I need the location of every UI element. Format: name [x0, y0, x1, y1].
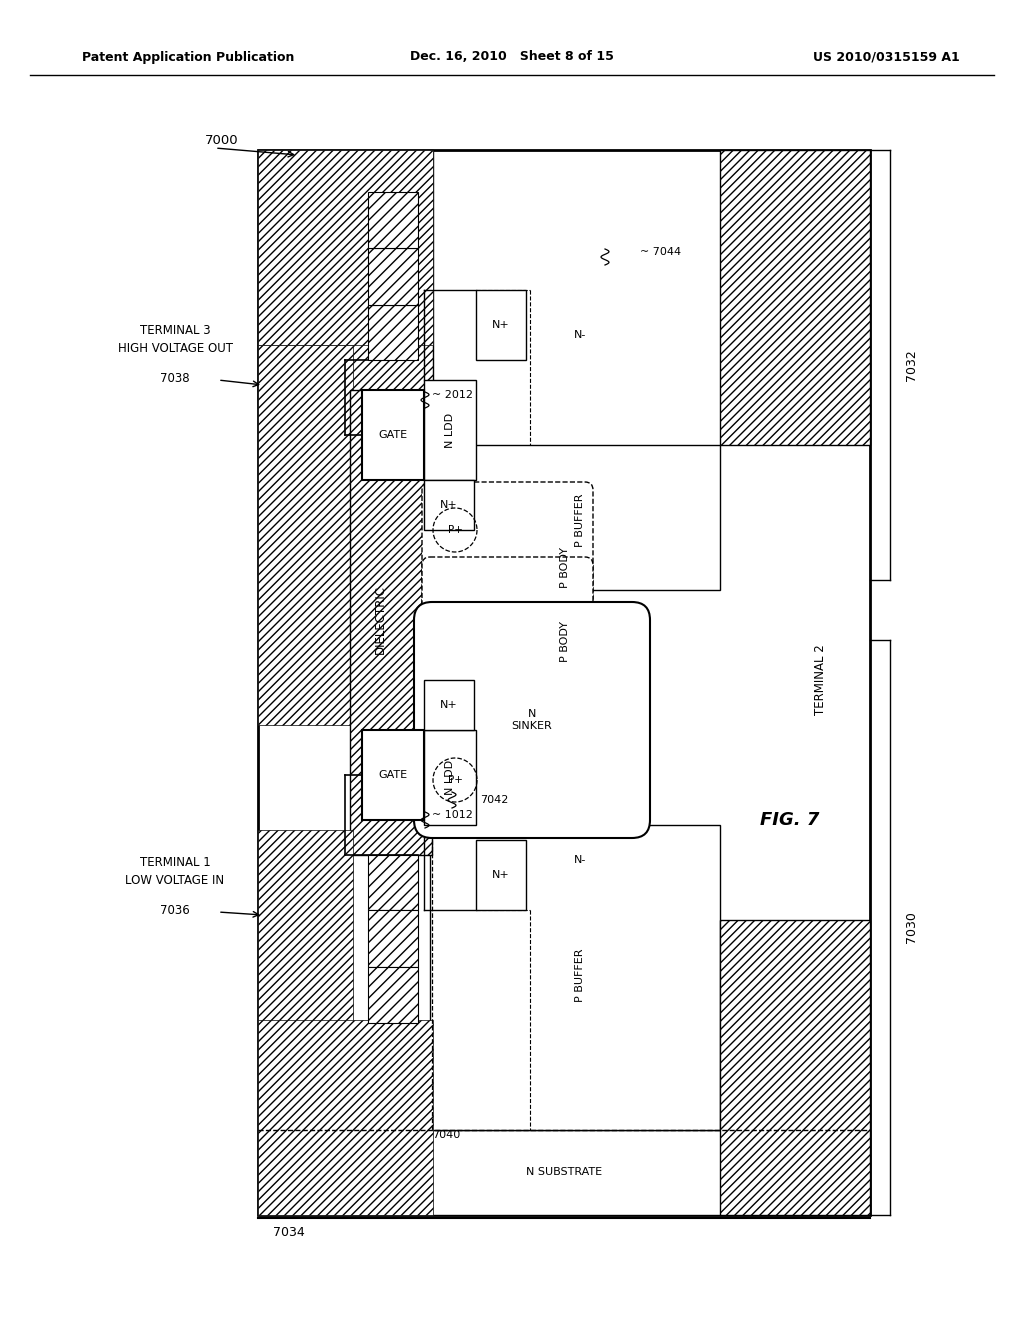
Bar — [368, 248, 418, 305]
Text: N+: N+ — [493, 870, 510, 880]
Bar — [350, 389, 432, 855]
Text: TERMINAL 3: TERMINAL 3 — [139, 323, 210, 337]
Text: DIELECTRIC: DIELECTRIC — [374, 586, 386, 655]
Text: ~ 1012: ~ 1012 — [432, 810, 473, 820]
Text: P BUFFER: P BUFFER — [575, 948, 585, 1002]
Bar — [424, 680, 474, 730]
Text: P+: P+ — [447, 525, 463, 535]
Text: P BUFFER: P BUFFER — [575, 494, 585, 546]
Bar — [424, 730, 476, 825]
Text: N LDD: N LDD — [445, 412, 455, 447]
Text: 7036: 7036 — [160, 903, 189, 916]
Bar — [368, 855, 418, 909]
Text: TERMINAL 1: TERMINAL 1 — [139, 855, 210, 869]
Text: N+: N+ — [493, 319, 510, 330]
Bar — [720, 920, 870, 1214]
Bar — [424, 380, 476, 480]
Bar — [258, 150, 870, 1214]
Bar — [368, 968, 418, 1023]
Bar — [368, 305, 418, 360]
Text: N+: N+ — [440, 700, 458, 710]
Text: 7030: 7030 — [905, 912, 919, 944]
Text: Dec. 16, 2010   Sheet 8 of 15: Dec. 16, 2010 Sheet 8 of 15 — [410, 50, 614, 63]
Text: 7042: 7042 — [480, 795, 508, 805]
Text: 7000: 7000 — [205, 133, 239, 147]
Text: N+: N+ — [440, 500, 458, 510]
Bar — [430, 825, 720, 1130]
Text: N-: N- — [573, 330, 586, 341]
Text: 7038: 7038 — [160, 371, 189, 384]
Bar — [430, 445, 720, 590]
Bar — [258, 1020, 433, 1214]
Bar — [720, 150, 870, 445]
Bar — [368, 191, 418, 248]
Bar — [258, 150, 433, 345]
Text: ~ 2012: ~ 2012 — [432, 389, 473, 400]
FancyBboxPatch shape — [414, 602, 650, 838]
Text: Patent Application Publication: Patent Application Publication — [82, 50, 294, 63]
Text: 7040: 7040 — [432, 1130, 460, 1140]
Text: FIG. 7: FIG. 7 — [760, 810, 819, 829]
Text: HIGH VOLTAGE OUT: HIGH VOLTAGE OUT — [118, 342, 232, 355]
Bar — [476, 840, 526, 909]
Text: 7034: 7034 — [273, 1226, 305, 1239]
Bar — [258, 1130, 870, 1214]
Text: 7032: 7032 — [905, 348, 919, 381]
Text: ~ 7044: ~ 7044 — [640, 247, 681, 257]
Bar — [476, 290, 526, 360]
Text: US 2010/0315159 A1: US 2010/0315159 A1 — [813, 50, 961, 63]
Text: N LDD: N LDD — [445, 759, 455, 795]
Text: P+: P+ — [447, 775, 463, 785]
Text: TERMINAL 2: TERMINAL 2 — [813, 644, 826, 715]
Text: N-: N- — [573, 855, 586, 865]
Text: LOW VOLTAGE IN: LOW VOLTAGE IN — [125, 874, 224, 887]
Text: P BODY: P BODY — [560, 622, 570, 663]
Bar — [362, 389, 424, 480]
Text: GATE: GATE — [379, 770, 408, 780]
Text: GATE: GATE — [379, 430, 408, 440]
Bar — [368, 909, 418, 968]
Text: N
SINKER: N SINKER — [512, 709, 552, 731]
Bar — [258, 150, 433, 405]
Bar — [424, 480, 474, 531]
Bar — [258, 345, 353, 725]
FancyBboxPatch shape — [422, 557, 593, 729]
FancyBboxPatch shape — [422, 482, 593, 653]
Text: P BODY: P BODY — [560, 546, 570, 587]
Bar — [258, 830, 353, 1214]
Text: N SUBSTRATE: N SUBSTRATE — [526, 1167, 602, 1177]
Bar — [362, 730, 424, 820]
